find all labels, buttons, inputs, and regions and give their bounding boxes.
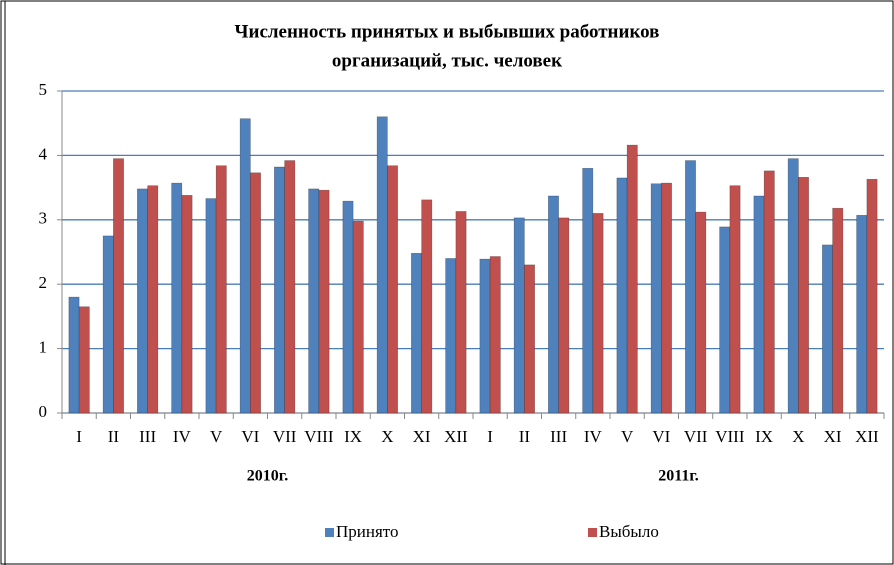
bar — [342, 200, 354, 414]
x-tick-label: IX — [755, 427, 773, 446]
bar — [250, 172, 261, 414]
bar — [822, 244, 833, 414]
bar — [387, 165, 398, 414]
legend-label: Выбыло — [599, 522, 659, 541]
bar — [582, 167, 594, 414]
bar — [376, 116, 388, 414]
y-tick-label: 2 — [39, 273, 48, 292]
bar — [719, 226, 731, 414]
x-tick-label: VII — [273, 427, 297, 446]
x-tick-label: III — [550, 427, 567, 446]
x-tick-label: IV — [173, 427, 192, 446]
bar — [239, 118, 251, 414]
bar — [685, 160, 696, 414]
bar — [513, 217, 525, 414]
x-tick-label: IV — [584, 427, 603, 446]
bar — [205, 198, 217, 414]
x-tick-label: V — [621, 427, 634, 446]
bar — [548, 195, 559, 414]
y-tick-label: 4 — [39, 144, 48, 163]
x-tick-label: VI — [652, 427, 670, 446]
bar — [753, 195, 765, 414]
x-tick-label: I — [487, 427, 493, 446]
bar — [729, 185, 741, 414]
bar — [626, 144, 638, 414]
group-label: 2010г. — [247, 468, 288, 485]
bar — [308, 188, 320, 414]
bar — [616, 177, 628, 414]
bar — [102, 235, 114, 414]
bar — [78, 306, 90, 414]
bar — [832, 207, 844, 414]
y-tick-label: 1 — [39, 338, 48, 357]
chart-title: организаций, тыс. человек — [332, 50, 562, 71]
bar — [113, 158, 124, 414]
legend-label: Принято — [336, 522, 399, 541]
bar — [352, 220, 364, 414]
bar — [479, 258, 491, 414]
y-tick-label: 3 — [39, 209, 48, 228]
bar — [411, 252, 422, 414]
y-tick-label: 5 — [39, 80, 48, 99]
x-tick-label: XII — [855, 427, 879, 446]
bar — [455, 211, 467, 414]
bar — [274, 166, 285, 414]
bar — [489, 256, 501, 414]
x-tick-label: II — [519, 427, 531, 446]
bar — [171, 182, 183, 414]
x-tick-label: I — [76, 427, 82, 446]
bar — [763, 170, 775, 414]
x-tick-label: VII — [684, 427, 708, 446]
bar — [68, 296, 80, 414]
x-tick-label: V — [210, 427, 223, 446]
y-tick-label: 0 — [39, 402, 48, 421]
x-tick-label: XI — [413, 427, 431, 446]
x-tick-label: II — [108, 427, 120, 446]
x-tick-label: VIII — [715, 427, 745, 446]
bar — [787, 158, 799, 414]
bar — [592, 213, 604, 414]
bar — [421, 199, 433, 414]
bar — [137, 188, 148, 414]
x-tick-label: III — [139, 427, 156, 446]
x-tick-label: IX — [344, 427, 362, 446]
x-tick-label: XI — [824, 427, 842, 446]
bar — [318, 189, 330, 414]
bar — [445, 258, 457, 414]
bar — [650, 183, 662, 414]
bar — [558, 217, 570, 414]
bar — [661, 182, 672, 414]
bar — [798, 176, 809, 414]
bar — [147, 185, 159, 414]
bar — [284, 160, 296, 414]
bar — [181, 195, 193, 414]
chart-title: Численность принятых и выбывших работник… — [235, 21, 660, 42]
x-tick-label: VIII — [304, 427, 334, 446]
bar — [215, 165, 227, 414]
bar — [866, 178, 878, 414]
bar — [524, 264, 535, 414]
x-tick-label: X — [381, 427, 393, 446]
legend-swatch — [588, 528, 597, 537]
bar — [856, 214, 868, 414]
x-tick-label: VI — [241, 427, 259, 446]
bar — [695, 211, 707, 414]
x-tick-label: XII — [444, 427, 468, 446]
legend-swatch — [325, 528, 334, 537]
x-tick-label: X — [792, 427, 804, 446]
group-label: 2011г. — [658, 468, 699, 485]
